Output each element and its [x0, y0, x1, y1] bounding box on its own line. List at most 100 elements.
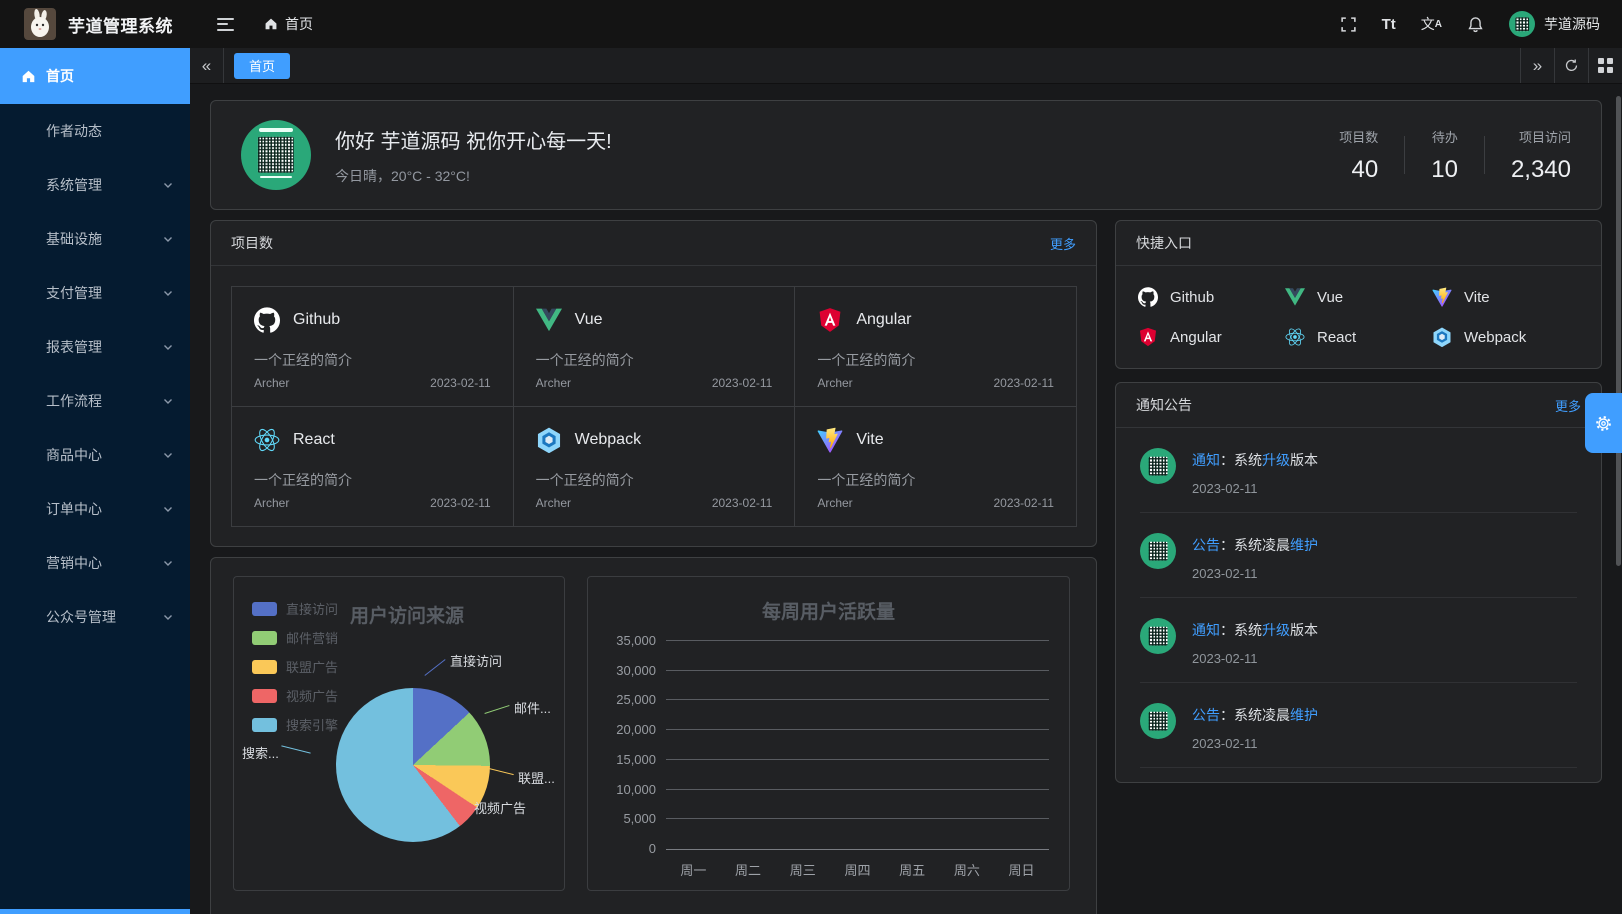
notice-date: 2023-02-11 [1192, 736, 1258, 751]
project-date: 2023-02-11 [711, 496, 773, 510]
project-card[interactable]: Webpack 一个正经的简介 Archer 2023-02-11 [512, 406, 796, 527]
sidebar-item[interactable]: 营销中心 [0, 536, 190, 590]
notice-title: 通知：系统升级版本 [1192, 450, 1318, 470]
pie-slice-label: 搜索... [242, 743, 279, 762]
fullscreen-icon[interactable] [1340, 16, 1357, 33]
project-author: Archer [535, 376, 571, 390]
sidebar-item[interactable]: 基础设施 [0, 212, 190, 266]
notice-avatar [1140, 533, 1176, 569]
shortcut-item[interactable]: Vite [1432, 287, 1579, 307]
welcome-stats: 项目数 40 待办 10 项目访问 2,340 [1313, 127, 1571, 184]
gridline [666, 640, 1049, 641]
vue-icon [1285, 287, 1305, 307]
sidebar-item[interactable]: 工作流程 [0, 374, 190, 428]
shortcut-item[interactable]: Github [1138, 287, 1285, 307]
pie-legend-item[interactable]: 视频广告 [252, 686, 338, 705]
notice-avatar [1140, 618, 1176, 654]
user-menu[interactable]: 芋道源码 [1509, 11, 1600, 37]
webpack-icon [1432, 327, 1452, 347]
project-card[interactable]: Vue 一个正经的简介 Archer 2023-02-11 [512, 286, 796, 407]
tabs-menu-icon[interactable] [1588, 48, 1622, 83]
scrollbar-thumb[interactable] [1616, 96, 1621, 566]
project-date: 2023-02-11 [993, 376, 1054, 390]
legend-swatch [252, 688, 277, 703]
settings-gear-button[interactable] [1585, 393, 1622, 453]
notice-title-part: 通知 [1192, 622, 1220, 638]
sidebar-item[interactable]: 报表管理 [0, 320, 190, 374]
gridline [666, 788, 1049, 790]
angular-icon [1138, 327, 1158, 347]
sidebar-item-label: 支付管理 [46, 285, 102, 301]
pie-legend-item[interactable]: 联盟广告 [252, 657, 338, 676]
x-axis-tick-label: 周六 [953, 863, 980, 878]
project-author: Archer [254, 496, 290, 510]
gridline [666, 729, 1049, 731]
notice-item[interactable]: 通知：系统升级版本 2023-02-11 [1140, 428, 1577, 513]
shortcut-item[interactable]: Vue [1285, 287, 1432, 307]
app-title: 芋道管理系统 [68, 16, 173, 36]
notice-title-part: 升级 [1262, 452, 1290, 468]
pie-circle[interactable] [336, 688, 490, 842]
sidebar-item[interactable]: 支付管理 [0, 266, 190, 320]
shortcut-label: Vite [1464, 288, 1490, 306]
legend-swatch [252, 659, 277, 674]
sidebar-item-label: 营销中心 [46, 555, 102, 571]
refresh-icon[interactable] [1554, 48, 1588, 83]
pie-legend-item[interactable]: 邮件营销 [252, 628, 338, 647]
shortcut-item[interactable]: Angular [1138, 327, 1285, 347]
sidebar-item[interactable]: 公众号管理 [0, 590, 190, 644]
tabs-scroll-left-icon[interactable]: « [190, 48, 224, 83]
project-date: 2023-02-11 [430, 496, 491, 510]
sidebar-item[interactable]: 商品中心 [0, 428, 190, 482]
shortcuts-grid: Github Vue Vite Angular [1116, 266, 1601, 368]
sidebar-item[interactable]: 首页 [0, 48, 190, 104]
home-icon [264, 17, 278, 31]
shortcut-item[interactable]: Webpack [1432, 327, 1579, 347]
menu-collapse-icon[interactable] [217, 17, 234, 31]
y-axis-tick-label: 25,000 [616, 692, 656, 708]
y-axis-tick-label: 0 [648, 841, 656, 856]
notice-item[interactable]: 公告：系统凌晨维护 2023-02-11 [1140, 683, 1577, 768]
notice-avatar [1140, 448, 1176, 484]
legend-swatch [252, 601, 277, 616]
chevron-down-icon [162, 503, 174, 515]
notice-item[interactable]: 公告：系统凌晨维护 2023-02-11 [1140, 513, 1577, 598]
notice-item[interactable]: 通知：系统升级版本 2023-02-11 [1140, 598, 1577, 683]
breadcrumb[interactable]: 首页 [264, 14, 313, 34]
sidebar-item[interactable]: 作者动态 [0, 104, 190, 158]
react-icon [1285, 327, 1305, 347]
legend-label: 邮件营销 [286, 631, 339, 646]
project-description: 一个正经的简介 [817, 472, 916, 488]
legend-label: 搜索引擎 [286, 718, 339, 733]
x-axis-tick-label: 周一 [680, 863, 707, 878]
app-logo [24, 8, 56, 40]
project-card[interactable]: Vite 一个正经的简介 Archer 2023-02-11 [794, 406, 1077, 527]
pie-slice-label: 邮件... [514, 698, 551, 717]
font-size-icon[interactable]: Tt [1381, 15, 1396, 33]
sidebar-item[interactable]: 系统管理 [0, 158, 190, 212]
project-card[interactable]: Github 一个正经的简介 Archer 2023-02-11 [231, 286, 514, 407]
tabs-scroll-right-icon[interactable]: » [1520, 48, 1554, 83]
projects-card-title: 项目数 [231, 235, 273, 251]
notice-title-part: 通知 [1192, 452, 1220, 468]
projects-grid: Github 一个正经的简介 Archer 2023-02-11 [211, 266, 1096, 546]
pie-legend-item[interactable]: 搜索引擎 [252, 715, 338, 734]
project-card[interactable]: Angular 一个正经的简介 Archer 2023-02-11 [794, 286, 1077, 407]
notification-bell-icon[interactable] [1467, 16, 1484, 33]
tab-home[interactable]: 首页 [234, 52, 291, 79]
y-axis-tick-label: 35,000 [616, 633, 656, 648]
project-description: 一个正经的简介 [535, 352, 634, 368]
project-card[interactable]: React 一个正经的简介 Archer 2023-02-11 [231, 406, 514, 527]
pie-slice-label: 联盟... [518, 768, 555, 787]
pie-legend-item[interactable]: 直接访问 [252, 599, 338, 618]
sidebar-item-label: 系统管理 [46, 177, 102, 193]
sidebar-item-label: 基础设施 [46, 231, 102, 247]
projects-more-link[interactable]: 更多 [1049, 236, 1076, 252]
sidebar-item[interactable]: 订单中心 [0, 482, 190, 536]
notice-title-part: 维护 [1290, 537, 1318, 553]
notices-more-link[interactable]: 更多 [1554, 398, 1581, 414]
shortcut-item[interactable]: React [1285, 327, 1432, 347]
notice-title-part: 公告 [1192, 537, 1220, 553]
page-content: 你好 芋道源码 祝你开心每一天! 今日晴，20°C - 32°C! 项目数 40 … [190, 84, 1622, 914]
